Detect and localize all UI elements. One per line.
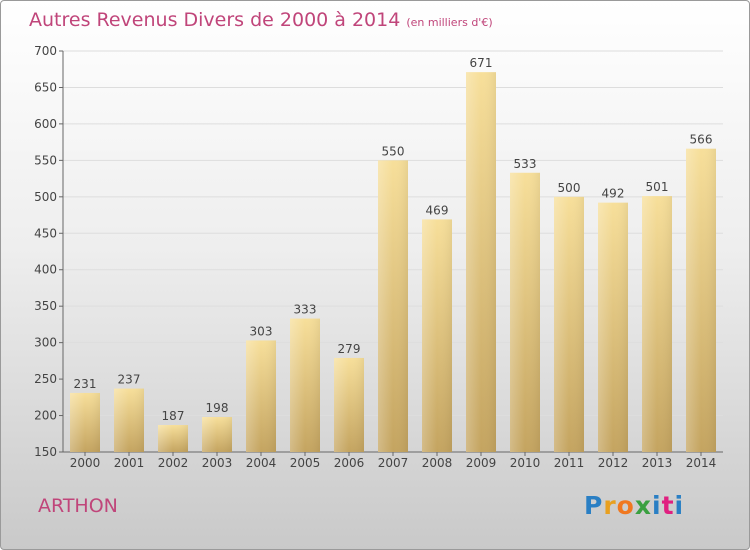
data-label: 333 (294, 303, 317, 317)
y-tick-label: 150 (34, 445, 57, 459)
y-tick-label: 300 (34, 336, 57, 350)
y-tick-label: 450 (34, 226, 57, 240)
logo-letter: i (652, 491, 662, 520)
x-tick-label: 2006 (334, 456, 365, 470)
bar-shade (70, 392, 100, 452)
data-label: 500 (558, 181, 581, 195)
bar-shade (246, 340, 276, 452)
x-tick-label: 2004 (246, 456, 277, 470)
logo-letter: r (603, 491, 617, 520)
y-tick-label: 400 (34, 263, 57, 277)
bar-shade (334, 357, 364, 452)
data-label: 550 (382, 144, 405, 158)
y-tick-label: 600 (34, 117, 57, 131)
data-label: 198 (206, 401, 229, 415)
x-tick-label: 2002 (158, 456, 189, 470)
x-tick-label: 2009 (466, 456, 497, 470)
data-label: 501 (646, 180, 669, 194)
y-tick-label: 650 (34, 80, 57, 94)
x-tick-label: 2008 (422, 456, 453, 470)
x-tick-label: 2007 (378, 456, 409, 470)
bar-shade (510, 172, 540, 452)
logo-letter: o (616, 491, 635, 520)
bar-shade (290, 318, 320, 452)
chart-unit: (en milliers d'€) (406, 16, 493, 29)
x-tick-label: 2012 (598, 456, 629, 470)
logo-letter: P (584, 491, 604, 520)
data-label: 303 (250, 324, 273, 338)
x-tick-label: 2014 (686, 456, 717, 470)
bar-shade (202, 417, 232, 452)
bar-shade (598, 202, 628, 452)
data-label: 231 (74, 377, 97, 391)
x-tick-label: 2003 (202, 456, 233, 470)
commune-name: ARTHON (38, 495, 118, 517)
bar-shade (422, 219, 452, 452)
x-tick-label: 2010 (510, 456, 541, 470)
bar-shade (554, 196, 584, 452)
data-label: 566 (690, 133, 713, 147)
logo-letter: i (674, 491, 685, 520)
y-tick-label: 250 (34, 372, 57, 386)
logo-letter: x (634, 491, 652, 520)
data-label: 469 (426, 203, 449, 217)
data-label: 279 (338, 342, 361, 356)
proxiti-logo: Proxiti (584, 491, 684, 520)
bar-shade (114, 388, 144, 452)
data-label: 671 (470, 56, 493, 70)
data-label: 237 (118, 373, 141, 387)
bar-shade (378, 160, 408, 452)
data-label: 187 (162, 409, 185, 423)
bar-shade (158, 425, 188, 452)
data-label: 492 (602, 187, 625, 201)
x-tick-label: 2001 (114, 456, 145, 470)
bar-shade (686, 148, 716, 452)
y-tick-label: 700 (34, 44, 57, 58)
y-tick-label: 350 (34, 299, 57, 313)
x-tick-label: 2000 (70, 456, 101, 470)
data-label: 533 (514, 157, 537, 171)
y-tick-label: 500 (34, 190, 57, 204)
y-tick-label: 550 (34, 153, 57, 167)
bar-shade (466, 72, 496, 452)
x-tick-label: 2005 (290, 456, 321, 470)
x-tick-label: 2011 (554, 456, 585, 470)
bar-shade (642, 196, 672, 452)
y-tick-label: 200 (34, 409, 57, 423)
chart-title: Autres Revenus Divers de 2000 à 2014 (en … (29, 9, 493, 31)
logo-letter: t (661, 491, 675, 520)
x-tick-label: 2013 (642, 456, 673, 470)
